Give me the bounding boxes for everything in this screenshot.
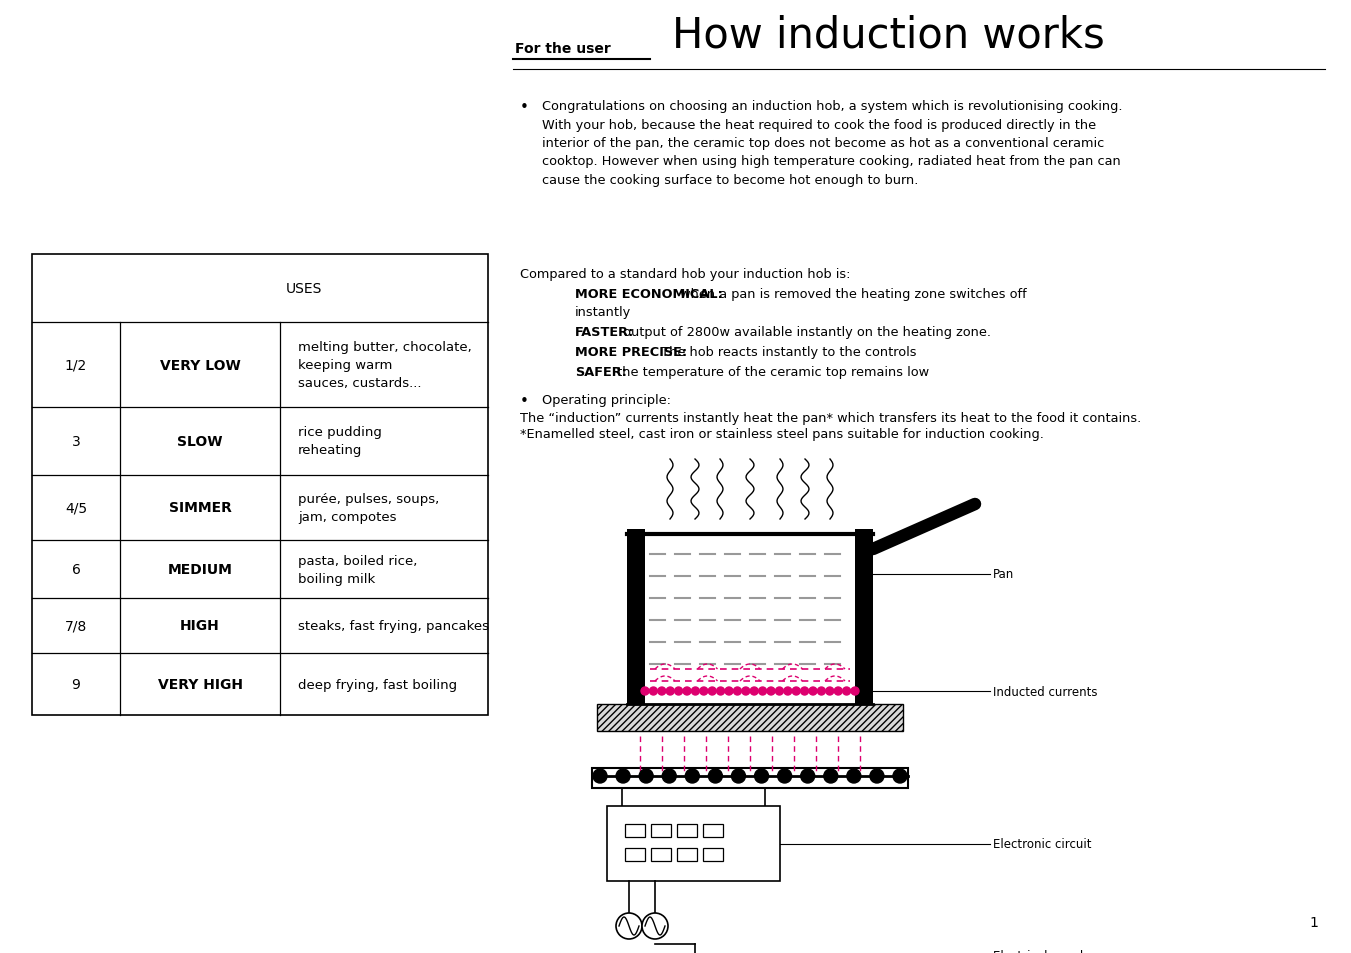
Circle shape bbox=[650, 687, 658, 696]
Text: For the user: For the user bbox=[515, 42, 611, 56]
Text: FASTER:: FASTER: bbox=[576, 326, 634, 338]
Text: MORE PRECISE:: MORE PRECISE: bbox=[576, 346, 688, 358]
Circle shape bbox=[750, 687, 758, 696]
Text: 4/5: 4/5 bbox=[65, 501, 86, 515]
Bar bbox=[855, 530, 873, 704]
Text: The “induction” currents instantly heat the pan* which transfers its heat to the: The “induction” currents instantly heat … bbox=[520, 412, 1142, 424]
Circle shape bbox=[893, 769, 907, 783]
Text: SLOW: SLOW bbox=[177, 435, 223, 449]
Circle shape bbox=[685, 769, 700, 783]
Text: 7/8: 7/8 bbox=[65, 618, 86, 633]
Text: deep frying, fast boiling: deep frying, fast boiling bbox=[299, 678, 457, 691]
Circle shape bbox=[792, 687, 800, 696]
Text: The hob reacts instantly to the controls: The hob reacts instantly to the controls bbox=[657, 346, 916, 358]
Bar bbox=[703, 848, 723, 862]
Circle shape bbox=[666, 687, 674, 696]
Text: •: • bbox=[520, 100, 528, 115]
Text: Electronic circuit: Electronic circuit bbox=[993, 837, 1092, 850]
Circle shape bbox=[692, 687, 700, 696]
Circle shape bbox=[775, 687, 784, 696]
Circle shape bbox=[708, 687, 716, 696]
Circle shape bbox=[616, 913, 642, 939]
Circle shape bbox=[662, 769, 677, 783]
Circle shape bbox=[767, 687, 775, 696]
Bar bbox=[703, 824, 723, 837]
Text: steaks, fast frying, pancakes: steaks, fast frying, pancakes bbox=[299, 619, 489, 633]
Circle shape bbox=[825, 687, 834, 696]
Text: melting butter, chocolate,
keeping warm
sauces, custards...: melting butter, chocolate, keeping warm … bbox=[299, 340, 471, 390]
Bar bbox=[677, 848, 697, 862]
Circle shape bbox=[809, 687, 817, 696]
Text: USES: USES bbox=[286, 282, 322, 295]
Circle shape bbox=[725, 687, 734, 696]
Circle shape bbox=[817, 687, 825, 696]
Circle shape bbox=[616, 769, 630, 783]
Circle shape bbox=[674, 687, 682, 696]
Text: output of 2800w available instantly on the heating zone.: output of 2800w available instantly on t… bbox=[619, 326, 992, 338]
Bar bbox=[651, 848, 671, 862]
Bar bbox=[677, 824, 697, 837]
Circle shape bbox=[755, 769, 769, 783]
Circle shape bbox=[843, 687, 851, 696]
Text: purée, pulses, soups,
jam, compotes: purée, pulses, soups, jam, compotes bbox=[299, 493, 439, 523]
Circle shape bbox=[778, 769, 792, 783]
Circle shape bbox=[642, 913, 667, 939]
Text: the temperature of the ceramic top remains low: the temperature of the ceramic top remai… bbox=[613, 366, 929, 378]
Circle shape bbox=[708, 769, 723, 783]
Text: MORE ECONOMICAL:: MORE ECONOMICAL: bbox=[576, 288, 723, 301]
Text: pasta, boiled rice,
boiling milk: pasta, boiled rice, boiling milk bbox=[299, 554, 417, 585]
Bar bbox=[626, 848, 644, 862]
Circle shape bbox=[684, 687, 690, 696]
Circle shape bbox=[731, 769, 746, 783]
Text: 9: 9 bbox=[72, 678, 81, 691]
Circle shape bbox=[834, 687, 842, 696]
Text: VERY HIGH: VERY HIGH bbox=[158, 678, 242, 691]
Text: SAFER:: SAFER: bbox=[576, 366, 627, 378]
Text: 3: 3 bbox=[72, 435, 80, 449]
Bar bbox=[32, 254, 488, 716]
Bar bbox=[627, 530, 644, 704]
Circle shape bbox=[847, 769, 861, 783]
Text: SIMMER: SIMMER bbox=[169, 501, 231, 515]
Text: instantly: instantly bbox=[576, 306, 631, 318]
Text: 6: 6 bbox=[72, 562, 81, 577]
Circle shape bbox=[700, 687, 708, 696]
Text: •: • bbox=[520, 394, 528, 409]
Circle shape bbox=[870, 769, 884, 783]
Text: Pan: Pan bbox=[993, 568, 1015, 581]
Circle shape bbox=[639, 769, 653, 783]
Circle shape bbox=[593, 769, 607, 783]
Circle shape bbox=[734, 687, 742, 696]
Text: 1/2: 1/2 bbox=[65, 358, 86, 372]
Text: VERY LOW: VERY LOW bbox=[159, 358, 240, 372]
Bar bbox=[626, 824, 644, 837]
Bar bbox=[597, 704, 902, 731]
Circle shape bbox=[658, 687, 666, 696]
Bar bbox=[592, 768, 908, 788]
Circle shape bbox=[801, 769, 815, 783]
Bar bbox=[607, 806, 780, 882]
Bar bbox=[651, 824, 671, 837]
Circle shape bbox=[851, 687, 859, 696]
Text: How induction works: How induction works bbox=[671, 15, 1105, 57]
Circle shape bbox=[784, 687, 792, 696]
Text: Compared to a standard hob your induction hob is:: Compared to a standard hob your inductio… bbox=[520, 268, 851, 281]
Circle shape bbox=[742, 687, 750, 696]
Text: Electrical supply: Electrical supply bbox=[993, 949, 1090, 953]
Text: Operating principle:: Operating principle: bbox=[542, 394, 671, 407]
Circle shape bbox=[759, 687, 766, 696]
Circle shape bbox=[640, 687, 648, 696]
Circle shape bbox=[824, 769, 838, 783]
Text: when a pan is removed the heating zone switches off: when a pan is removed the heating zone s… bbox=[676, 288, 1027, 301]
Circle shape bbox=[716, 687, 724, 696]
Text: rice pudding
reheating: rice pudding reheating bbox=[299, 426, 382, 457]
Circle shape bbox=[801, 687, 809, 696]
Text: HIGH: HIGH bbox=[180, 618, 220, 633]
Text: Congratulations on choosing an induction hob, a system which is revolutionising : Congratulations on choosing an induction… bbox=[542, 100, 1123, 187]
Text: *Enamelled steel, cast iron or stainless steel pans suitable for induction cooki: *Enamelled steel, cast iron or stainless… bbox=[520, 428, 1044, 440]
Text: MEDIUM: MEDIUM bbox=[168, 562, 232, 577]
Text: 1: 1 bbox=[1309, 915, 1319, 929]
Text: Inducted currents: Inducted currents bbox=[993, 685, 1097, 698]
